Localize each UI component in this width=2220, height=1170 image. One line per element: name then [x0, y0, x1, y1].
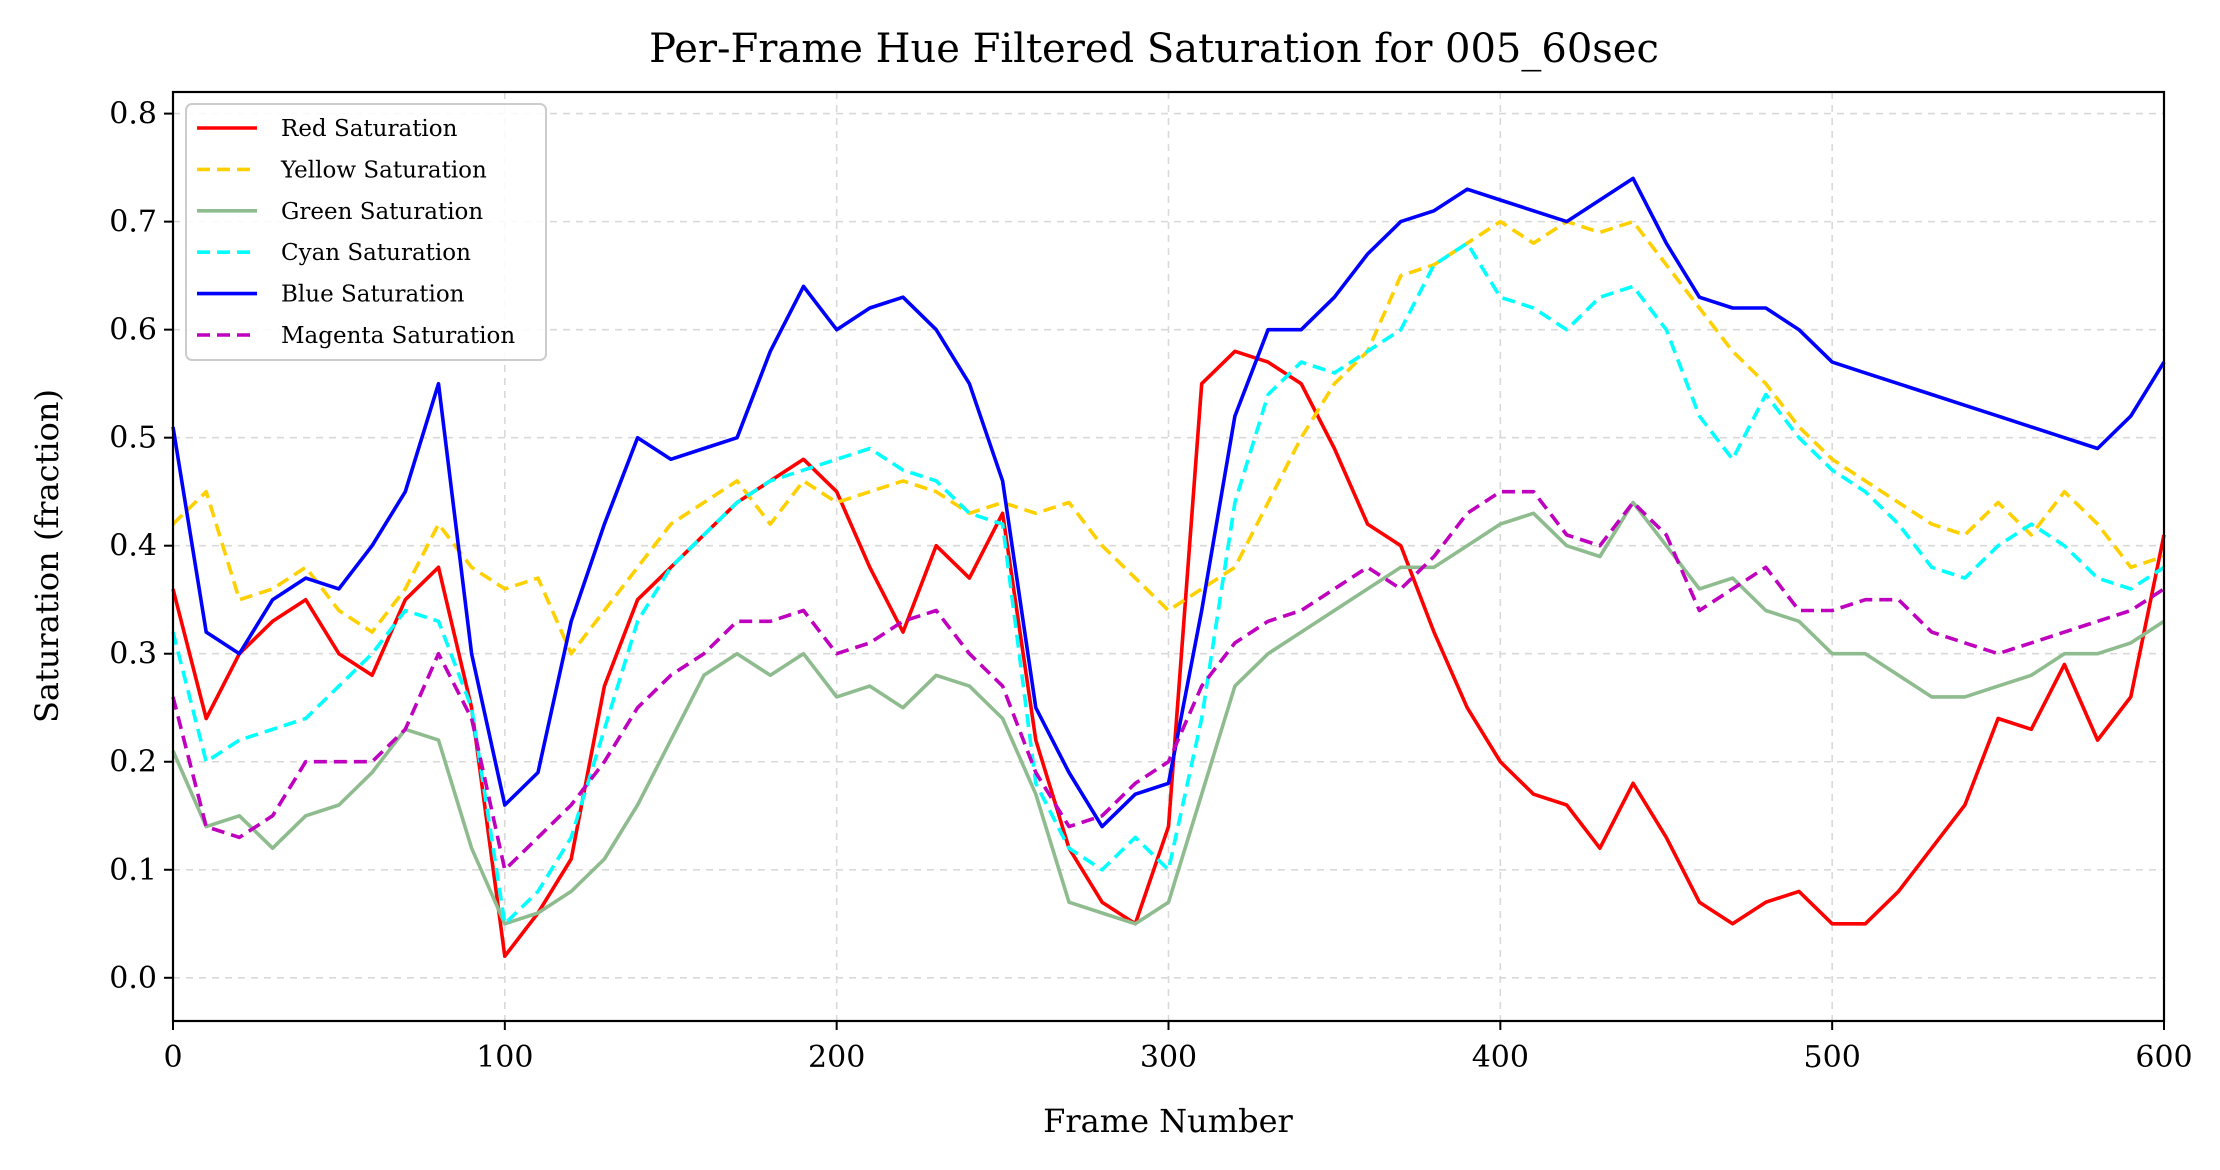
- x-tick-label: 0: [163, 1040, 182, 1075]
- y-tick-label: 0.1: [109, 853, 157, 888]
- x-tick-label: 400: [1472, 1040, 1529, 1075]
- legend-entries: Red Saturation Yellow Saturation Green Sat…: [197, 116, 515, 349]
- series-line-cyan-saturation: [171, 241, 2165, 926]
- legend-label: Yellow Saturation: [280, 157, 487, 183]
- legend-label: Green Saturation: [281, 199, 483, 225]
- legend-label: Magenta Saturation: [281, 323, 515, 349]
- legend: Red Saturation Yellow Saturation Green Sat…: [185, 103, 547, 361]
- x-tick-label: 500: [1804, 1040, 1861, 1075]
- chart-title: Per-Frame Hue Filtered Saturation for 00…: [649, 26, 1659, 72]
- series-line-blue-saturation: [171, 176, 2166, 829]
- series-line-red-saturation: [171, 349, 2166, 959]
- y-axis-label: Saturation (fraction): [28, 389, 66, 723]
- y-tick-label: 0.4: [109, 529, 157, 564]
- series-line-yellow-saturation: [171, 219, 2165, 656]
- y-tick-label: 0.5: [109, 421, 157, 456]
- legend-label: Red Saturation: [281, 116, 458, 142]
- series-line-magenta-saturation: [171, 489, 2165, 872]
- x-axis-label: Frame Number: [1043, 1102, 1293, 1140]
- x-tick-label: 200: [808, 1040, 865, 1075]
- x-tick-label: 100: [476, 1040, 533, 1075]
- x-tick-label: 600: [2135, 1040, 2192, 1075]
- axis-ticks: 0 100 200 300 400 500 600 0.0 0.1 0.2 0.3 0.4 0.5 0.6…: [109, 97, 2192, 1075]
- y-tick-label: 0.0: [109, 961, 157, 996]
- y-tick-label: 0.7: [109, 205, 157, 240]
- legend-box: [185, 103, 547, 361]
- legend-label: Cyan Saturation: [281, 240, 471, 266]
- legend-label: Blue Saturation: [281, 282, 465, 308]
- x-tick-label: 300: [1140, 1040, 1197, 1075]
- y-tick-label: 0.6: [109, 313, 157, 348]
- y-tick-label: 0.3: [109, 637, 157, 672]
- y-tick-label: 0.8: [109, 97, 157, 132]
- series-lines: [171, 176, 2166, 959]
- y-tick-label: 0.2: [109, 745, 157, 780]
- series-line-green-saturation: [171, 500, 2165, 926]
